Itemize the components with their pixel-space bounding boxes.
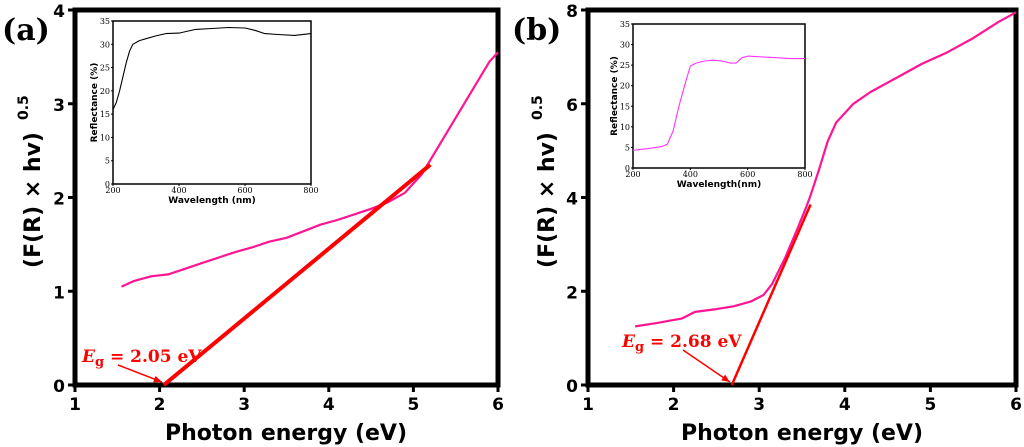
panel-b-x-tick-label: 1 <box>582 395 594 415</box>
panel-b-x-tick-label: 3 <box>753 395 765 415</box>
panel-b-inset-x-axis-title: Wavelength(nm) <box>677 180 761 190</box>
panel-b-inset-x-tick-label: 200 <box>625 170 640 179</box>
panel-b-y-axis-title: (F(R) × hv) 0.5 <box>530 95 560 268</box>
panel-a-inset-y-tick-label: 0 <box>105 180 110 189</box>
panel-a-y-axis-title-exponent: 0.5 <box>16 95 32 120</box>
panel-b-inset-y-tick-label: 10 <box>620 123 630 132</box>
panel-a-y-tick-label: 1 <box>53 283 65 303</box>
panel-a-annotation-arrowhead <box>153 375 162 383</box>
panel-b-y-axis-title-exponent: 0.5 <box>530 95 546 120</box>
panel-b-annotation-value: = 2.68 eV <box>644 332 742 352</box>
panel-b-tauc-curve <box>634 11 1017 328</box>
panel-a-inset-y-axis-title: Reflectance (%) <box>90 63 100 143</box>
panel-a-y-axis-title: (F(R) × hv) 0.5 <box>16 95 46 268</box>
panel-a-inset-y-tick-label: 25 <box>100 64 110 73</box>
panel-b-x-tick-label: 4 <box>839 395 851 415</box>
panel-b-inset-y-tick-label: 0 <box>625 164 630 173</box>
panel-b-inset-y-tick-label: 20 <box>620 82 630 91</box>
panel-a-x-tick-label: 2 <box>154 395 166 415</box>
panel-a-inset-x-axis-title: Wavelength (nm) <box>168 196 256 206</box>
panel-b-annotation-symbol: E <box>621 332 636 352</box>
panel-a-inset-x-tick-label: 200 <box>105 186 120 195</box>
panel-b-x-tick-label: 6 <box>1010 395 1022 415</box>
panel-b-plot-area: 1 2 3 4 5 6 0 2 4 6 8 Eg = 2.68 eV <box>566 2 1022 415</box>
panel-b-inset-y-tick-label: 35 <box>620 20 630 29</box>
panel-a-x-tick-label: 4 <box>323 395 335 415</box>
panel-a: (a) (F(R) × hv) 0.5 Photon energy (eV) 1… <box>2 2 504 446</box>
panel-b-x-axis-title: Photon energy (eV) <box>681 421 923 446</box>
panel-a-annotation-subscript: g <box>95 355 104 370</box>
panel-a-inset-y-tick-label: 15 <box>100 110 110 119</box>
panel-a-inset-x-tick-label: 400 <box>171 186 186 195</box>
panel-a-x-tick-label: 6 <box>492 395 504 415</box>
panel-a-inset-y-tick-label: 10 <box>100 133 110 142</box>
panel-b-y-tick-label: 0 <box>566 377 578 397</box>
panel-a-x-axis-title: Photon energy (eV) <box>165 421 407 446</box>
panel-a-y-tick-label: 3 <box>53 96 65 116</box>
panel-b-y-tick-label: 8 <box>566 2 578 22</box>
panel-b-y-tick-label: 2 <box>566 283 578 303</box>
panel-a-annotation-symbol: E <box>81 347 96 367</box>
panel-a-x-tick-label: 1 <box>69 395 81 415</box>
panel-a-x-tick-label: 5 <box>407 395 419 415</box>
panel-b-x-tick-label: 2 <box>668 395 680 415</box>
panel-b-label: (b) <box>512 13 561 48</box>
panel-a-tauc-curve <box>121 51 499 288</box>
panel-b-annotation-arrow <box>682 349 731 383</box>
panel-a-annotation-value: = 2.05 eV <box>104 347 202 367</box>
panel-b-inset-x-tick-label: 400 <box>683 170 698 179</box>
panel-a-inset-y-tick-label: 5 <box>105 157 110 166</box>
panel-a-y-tick-label: 0 <box>53 377 65 397</box>
panel-b-inset-y-tick-label: 30 <box>620 41 630 50</box>
panel-b-inset-reflectance-curve <box>632 55 805 151</box>
panel-b-inset-x-tick-label: 600 <box>740 170 755 179</box>
panel-a-inset: 200 400 600 800 0 5 10 15 20 25 30 35 Wavelength (nm… <box>90 17 319 206</box>
panel-b-inset: 200 400 600 800 0 5 10 15 20 25 30 35 Wavelength(nm)… <box>610 20 813 190</box>
panel-a-y-tick-label: 2 <box>53 190 65 210</box>
panel-a-inset-x-tick-label: 600 <box>237 186 252 195</box>
panel-a-inset-y-tick-label: 30 <box>100 40 110 49</box>
panel-b-y-tick-label: 6 <box>566 96 578 116</box>
panel-b-bandgap-annotation: Eg = 2.68 eV <box>621 332 742 355</box>
panel-a-y-axis-title-main: (F(R) × hv) <box>21 132 46 268</box>
panel-a-inset-frame <box>112 20 312 185</box>
panel-a-bandgap-annotation: Eg = 2.05 eV <box>81 347 202 370</box>
panel-b-x-tick-label: 5 <box>924 395 936 415</box>
panel-b-inset-y-tick-label: 15 <box>620 102 630 111</box>
panel-a-inset-y-tick-label: 20 <box>100 87 110 96</box>
panel-a-x-tick-label: 3 <box>238 395 250 415</box>
panel-b-y-tick-label: 4 <box>566 190 578 210</box>
panel-b-annotation-arrowhead <box>721 374 730 382</box>
panel-b-y-axis-title-main: (F(R) × hv) <box>535 132 560 268</box>
panel-a-linear-fit-line <box>162 163 432 387</box>
panel-b-inset-x-tick-label: 800 <box>797 170 812 179</box>
panel-b-inset-y-tick-label: 5 <box>625 143 630 152</box>
panel-b-inset-y-tick-label: 25 <box>620 61 630 70</box>
panel-b-annotation-subscript: g <box>635 340 644 355</box>
panel-a-y-tick-label: 4 <box>53 2 65 22</box>
panel-a-label: (a) <box>2 13 50 48</box>
panel-a-inset-reflectance-curve <box>112 26 312 110</box>
panel-b-inset-y-axis-title: Reflectance (%) <box>610 56 620 136</box>
panel-b-linear-fit-line <box>730 204 812 386</box>
panel-b: (b) (F(R) × hv) 0.5 Photon energy (eV) 1… <box>512 2 1022 446</box>
panel-a-inset-x-tick-label: 800 <box>303 186 318 195</box>
panel-b-inset-frame <box>632 23 806 169</box>
panel-a-inset-y-tick-label: 35 <box>100 17 110 26</box>
